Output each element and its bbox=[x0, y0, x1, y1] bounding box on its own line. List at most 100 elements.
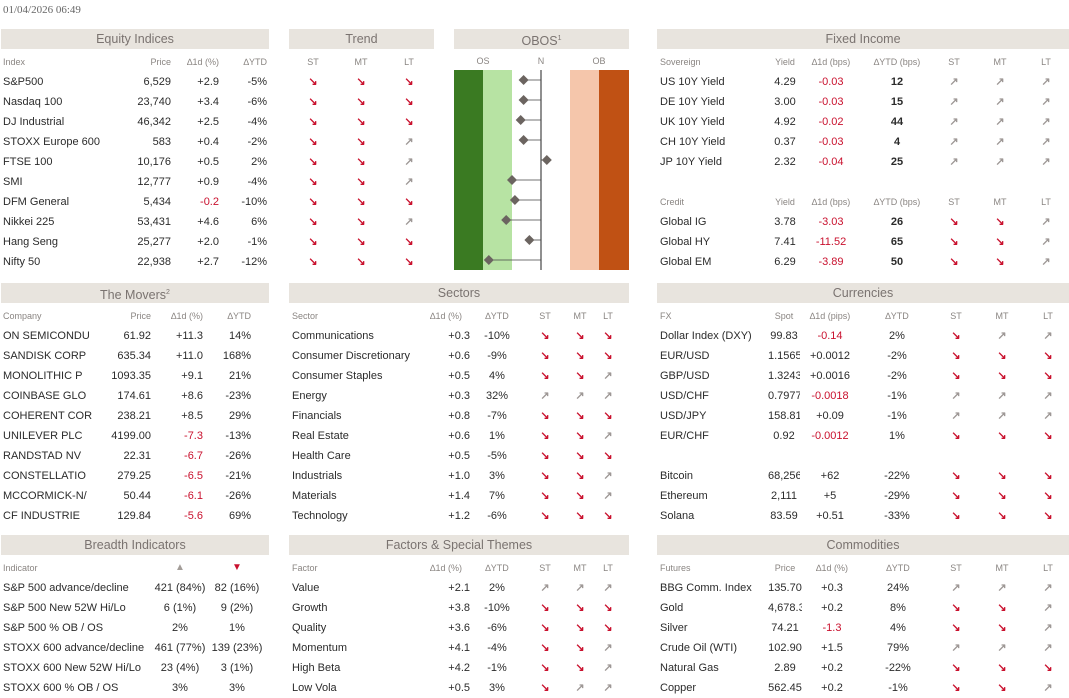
sector-trend-lt: ↘ bbox=[603, 330, 613, 342]
sector-trend-mt: ↘ bbox=[575, 370, 585, 382]
breadth-indicator: STOXX 600 % OB / OS bbox=[3, 682, 119, 694]
equity-price: 22,938 bbox=[137, 256, 171, 268]
commodity-ytd: -1% bbox=[888, 682, 908, 694]
credit-name: Global EM bbox=[660, 256, 712, 268]
trend-arrow-lt: ↘ bbox=[404, 256, 414, 268]
sector-col-header: ST bbox=[539, 311, 551, 321]
trend-table: ST MT LT ↘ ↘ ↘ ↘ ↘ ↘ ↘ ↘ ↘ ↘ ↘ ↗ ↘ ↘ ↗ ↘ ↘ ↗ ↘ ↘ ↘ ↘ ↘ ↗ ↘ ↘ ↘ ↘ ↘ ↘ bbox=[289, 52, 434, 272]
trend-arrow-mt: ↘ bbox=[356, 76, 366, 88]
movers-footnote-mark: 2 bbox=[166, 289, 170, 296]
commodity-col-header: LT bbox=[1043, 563, 1053, 573]
equity-index-name: Hang Seng bbox=[3, 236, 59, 248]
credit-trend-st: ↘ bbox=[949, 216, 959, 228]
obos-marker bbox=[518, 95, 529, 105]
obos-panel: OS N OB bbox=[454, 52, 629, 272]
obos-marker bbox=[518, 135, 529, 145]
commodity-price: 102.90 bbox=[768, 642, 802, 654]
fx-trend-lt: ↗ bbox=[1043, 330, 1053, 342]
movers-col-header: Price bbox=[130, 311, 151, 321]
commodity-trend-st: ↗ bbox=[951, 582, 961, 594]
fx-col-header: ∆YTD bbox=[885, 311, 909, 321]
sector-name: Health Care bbox=[292, 450, 351, 462]
sectors-header: Sectors bbox=[289, 283, 629, 303]
fx-d1: +0.09 bbox=[816, 410, 844, 422]
fx-trend-st: ↗ bbox=[951, 390, 961, 402]
commodity-name: Natural Gas bbox=[660, 662, 719, 674]
credit-trend-lt: ↗ bbox=[1041, 236, 1051, 248]
mover-change-1d: -7.3 bbox=[184, 430, 203, 442]
credit-name: Global IG bbox=[660, 216, 707, 228]
trend-arrow-lt: ↘ bbox=[404, 236, 414, 248]
sector-change-1d: +0.3 bbox=[448, 390, 470, 402]
mover-change-1d: +9.1 bbox=[181, 370, 203, 382]
fixed-income-ytd: 44 bbox=[890, 116, 904, 128]
equity-change-1d: +0.9 bbox=[197, 176, 219, 188]
sector-trend-mt: ↘ bbox=[575, 510, 585, 522]
fixed-income-name: UK 10Y Yield bbox=[660, 116, 725, 128]
factor-name: Low Vola bbox=[292, 682, 337, 694]
sector-name: Industrials bbox=[292, 470, 343, 482]
fx-trend-lt: ↘ bbox=[1043, 350, 1053, 362]
trend-arrow-mt: ↘ bbox=[356, 236, 366, 248]
trend-arrow-lt: ↗ bbox=[404, 216, 414, 228]
fx-trend-mt: ↗ bbox=[997, 330, 1007, 342]
sector-trend-lt: ↗ bbox=[603, 390, 613, 402]
breadth-indicator: STOXX 600 New 52W Hi/Lo bbox=[3, 662, 141, 674]
fx-ytd: 1% bbox=[889, 430, 905, 442]
sector-name: Consumer Discretionary bbox=[292, 350, 410, 362]
credit-ytd: 65 bbox=[890, 236, 904, 248]
crypto-name: Solana bbox=[660, 510, 695, 522]
fx-trend-mt: ↗ bbox=[997, 410, 1007, 422]
trend-arrow-lt: ↘ bbox=[404, 196, 414, 208]
factor-trend-mt: ↘ bbox=[575, 642, 585, 654]
equity-change-1d: +4.6 bbox=[197, 216, 219, 228]
trend-arrow-st: ↘ bbox=[308, 256, 318, 268]
crypto-trend-mt: ↘ bbox=[997, 470, 1007, 482]
trend-arrow-lt: ↗ bbox=[404, 156, 414, 168]
fixed-income-col-header: MT bbox=[993, 57, 1007, 67]
obos-footnote-mark: 1 bbox=[557, 35, 562, 42]
fx-name: GBP/USD bbox=[660, 370, 710, 382]
trend-arrow-st: ↘ bbox=[308, 136, 318, 148]
crypto-trend-lt: ↘ bbox=[1043, 470, 1053, 482]
obos-os-zone bbox=[483, 70, 512, 270]
mover-company: RANDSTAD NV bbox=[3, 450, 82, 462]
commodity-trend-mt: ↘ bbox=[997, 662, 1007, 674]
sector-trend-st: ↘ bbox=[540, 470, 550, 482]
credit-col-header: ST bbox=[948, 197, 960, 207]
mover-change-ytd: 69% bbox=[228, 510, 251, 522]
sector-trend-mt: ↘ bbox=[575, 430, 585, 442]
factor-col-header: ∆YTD bbox=[485, 563, 509, 573]
commodity-trend-mt: ↗ bbox=[997, 582, 1007, 594]
credit-yield: 6.29 bbox=[774, 256, 796, 268]
currencies-table: FX Spot ∆1d (pips) ∆YTD ST MT LT Dollar Index (… bbox=[660, 306, 1068, 446]
factor-trend-mt: ↘ bbox=[575, 622, 585, 634]
fx-d1: -0.0012 bbox=[811, 430, 849, 442]
mover-change-ytd: -26% bbox=[225, 450, 251, 462]
equity-change-1d: +0.5 bbox=[197, 156, 219, 168]
fixed-income-ytd: 25 bbox=[890, 156, 904, 168]
fx-d1: +0.0016 bbox=[809, 370, 851, 382]
sector-name: Materials bbox=[292, 490, 337, 502]
mover-price: 635.34 bbox=[117, 350, 151, 362]
fixed-income-d1: -0.02 bbox=[818, 116, 844, 128]
crypto-trend-lt: ↘ bbox=[1043, 490, 1053, 502]
equity-col-header: Index bbox=[3, 57, 26, 67]
factor-trend-lt: ↗ bbox=[603, 682, 613, 694]
sector-trend-lt: ↗ bbox=[603, 470, 613, 482]
fx-ytd: -1% bbox=[887, 390, 907, 402]
factor-trend-lt: ↗ bbox=[603, 642, 613, 654]
trend-arrow-mt: ↘ bbox=[356, 216, 366, 228]
fx-trend-st: ↘ bbox=[951, 430, 961, 442]
breadth-col-header: Indicator bbox=[3, 563, 38, 573]
crypto-d1: +0.51 bbox=[816, 510, 844, 522]
fixed-income-name: US 10Y Yield bbox=[660, 76, 725, 88]
mover-change-1d: -6.7 bbox=[184, 450, 203, 462]
breadth-down-value: 9 (2%) bbox=[220, 602, 254, 614]
trend-arrow-lt: ↘ bbox=[404, 76, 414, 88]
equity-change-ytd: 2% bbox=[251, 156, 267, 168]
fixed-income-trend-mt: ↗ bbox=[995, 156, 1005, 168]
fixed-income-trend-st: ↗ bbox=[949, 96, 959, 108]
fx-trend-st: ↗ bbox=[951, 410, 961, 422]
equity-index-name: Nasdaq 100 bbox=[3, 96, 63, 108]
